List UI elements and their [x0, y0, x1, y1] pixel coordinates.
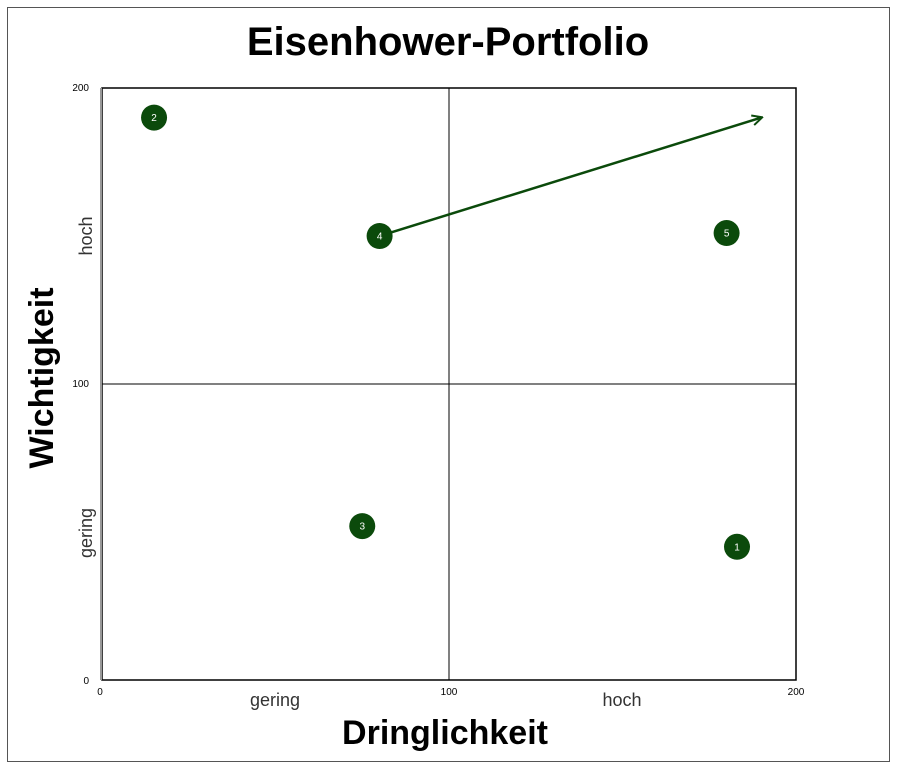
trend-arrow — [379, 118, 762, 238]
x-band-label-low: gering — [250, 690, 300, 710]
data-point-label: 1 — [734, 542, 740, 553]
y-axis-title: Wichtigkeit — [23, 287, 61, 468]
x-tick-label: 100 — [441, 687, 458, 698]
data-point-label: 2 — [151, 113, 157, 124]
x-tick-label: 200 — [788, 687, 805, 698]
quadrant-dividers — [102, 88, 796, 680]
y-tick-label: 200 — [72, 83, 89, 94]
data-points: 1 2 3 4 5 — [141, 104, 751, 560]
y-tick-label: 100 — [72, 379, 89, 390]
x-axis-title: Dringlichkeit — [342, 714, 548, 752]
x-tick-label: 0 — [97, 687, 103, 698]
chart-title: Eisenhower-Portfolio — [247, 20, 649, 64]
x-band-label-high: hoch — [602, 690, 641, 710]
data-point-marker — [141, 104, 168, 131]
y-band-label-high: hoch — [76, 216, 96, 255]
data-point-label: 4 — [377, 232, 383, 243]
data-point-marker — [724, 533, 751, 560]
data-point-marker — [713, 220, 740, 247]
y-tick-label: 0 — [83, 676, 89, 687]
data-point-5: 5 — [713, 220, 740, 247]
trend-arrows — [379, 118, 762, 238]
y-band-label-low: gering — [76, 508, 96, 558]
data-point-label: 5 — [724, 229, 730, 240]
data-point-4: 4 — [366, 223, 393, 249]
data-point-1: 1 — [724, 533, 751, 560]
data-point-2: 2 — [141, 104, 168, 131]
data-point-3: 3 — [349, 513, 376, 540]
data-point-marker — [366, 223, 393, 249]
data-point-marker — [349, 513, 376, 540]
data-point-label: 3 — [359, 522, 365, 533]
